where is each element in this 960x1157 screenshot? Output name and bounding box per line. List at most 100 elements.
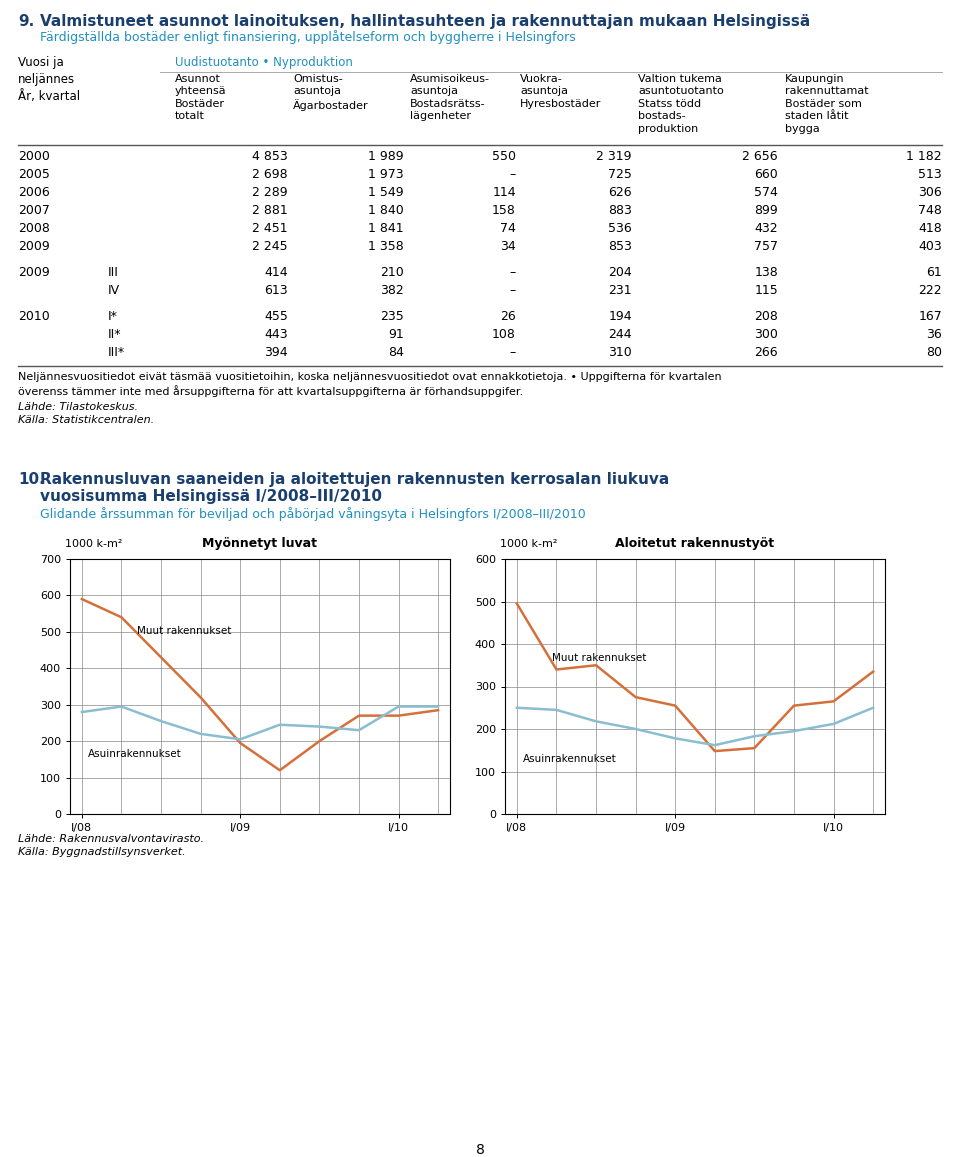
Text: 138: 138 <box>755 266 778 279</box>
Text: 2 881: 2 881 <box>252 204 288 218</box>
Text: 2005: 2005 <box>18 168 50 180</box>
Text: Asuinrakennukset: Asuinrakennukset <box>523 754 616 764</box>
Text: Glidande årssumman för beviljad och påbörjad våningsyta i Helsingfors I/2008–III: Glidande årssumman för beviljad och påbö… <box>40 507 586 521</box>
Text: överenss tämmer inte med årsuppgifterna för att kvartalsuppgifterna är förhandsu: överenss tämmer inte med årsuppgifterna … <box>18 385 523 397</box>
Text: 114: 114 <box>492 186 516 199</box>
Text: Aloitetut rakennustyöt: Aloitetut rakennustyöt <box>615 537 775 550</box>
Text: 513: 513 <box>919 168 942 180</box>
Text: 74: 74 <box>500 222 516 235</box>
Text: Neljännesvuositiedot eivät täsmää vuositietoihin, koska neljännesvuositiedot ova: Neljännesvuositiedot eivät täsmää vuosit… <box>18 373 722 382</box>
Text: 2006: 2006 <box>18 186 50 199</box>
Text: 8: 8 <box>475 1143 485 1157</box>
Text: I*: I* <box>108 310 118 323</box>
Text: 2 698: 2 698 <box>252 168 288 180</box>
Text: Lähde: Tilastokeskus.: Lähde: Tilastokeskus. <box>18 401 138 412</box>
Text: 2009: 2009 <box>18 266 50 279</box>
Text: 550: 550 <box>492 150 516 163</box>
Text: Källa: Byggnadstillsynsverket.: Källa: Byggnadstillsynsverket. <box>18 847 185 857</box>
Text: 2000: 2000 <box>18 150 50 163</box>
Text: 613: 613 <box>264 283 288 297</box>
Text: Färdigställda bostäder enligt finansiering, upplåtelseform och byggherre i Helsi: Färdigställda bostäder enligt finansieri… <box>40 30 576 44</box>
Text: 1 840: 1 840 <box>369 204 404 218</box>
Text: 757: 757 <box>754 239 778 253</box>
Text: 310: 310 <box>609 346 632 359</box>
Text: IV: IV <box>108 283 120 297</box>
Text: 414: 414 <box>264 266 288 279</box>
Text: Vuokra-
asuntoja
Hyresbostäder: Vuokra- asuntoja Hyresbostäder <box>520 74 601 109</box>
Text: Asuinrakennukset: Asuinrakennukset <box>87 749 181 759</box>
Text: Vuosi ja
neljännes
År, kvartal: Vuosi ja neljännes År, kvartal <box>18 56 80 103</box>
Text: Valtion tukema
asuntotuotanto
Statss tödd
bostads-
produktion: Valtion tukema asuntotuotanto Statss töd… <box>638 74 724 133</box>
Text: 394: 394 <box>264 346 288 359</box>
Text: 1 358: 1 358 <box>369 239 404 253</box>
Text: 1000 k-m²: 1000 k-m² <box>500 539 558 550</box>
Text: 2 289: 2 289 <box>252 186 288 199</box>
Text: Asunnot
yhteensä
Bostäder
totalt: Asunnot yhteensä Bostäder totalt <box>175 74 227 121</box>
Text: –: – <box>510 168 516 180</box>
Text: 1 549: 1 549 <box>369 186 404 199</box>
Text: 2009: 2009 <box>18 239 50 253</box>
Text: 883: 883 <box>608 204 632 218</box>
Text: Asumisoikeus-
asuntoja
Bostadsrätss-
lägenheter: Asumisoikeus- asuntoja Bostadsrätss- läg… <box>410 74 490 121</box>
Text: 2 451: 2 451 <box>252 222 288 235</box>
Text: 1000 k-m²: 1000 k-m² <box>65 539 122 550</box>
Text: 222: 222 <box>919 283 942 297</box>
Text: Myönnetyt luvat: Myönnetyt luvat <box>203 537 318 550</box>
Text: 167: 167 <box>919 310 942 323</box>
Text: 1 973: 1 973 <box>369 168 404 180</box>
Text: 1 989: 1 989 <box>369 150 404 163</box>
Text: 244: 244 <box>609 327 632 341</box>
Text: 36: 36 <box>926 327 942 341</box>
Text: 1 182: 1 182 <box>906 150 942 163</box>
Text: Uudistuotanto • Nyproduktion: Uudistuotanto • Nyproduktion <box>175 56 353 69</box>
Text: –: – <box>510 266 516 279</box>
Text: 10.: 10. <box>18 472 45 487</box>
Text: 626: 626 <box>609 186 632 199</box>
Text: Kaupungin
rakennuttamat
Bostäder som
staden låtit
bygga: Kaupungin rakennuttamat Bostäder som sta… <box>785 74 869 133</box>
Text: Omistus-
asuntoja
Ägarbostader: Omistus- asuntoja Ägarbostader <box>293 74 369 111</box>
Text: 4 853: 4 853 <box>252 150 288 163</box>
Text: 2 656: 2 656 <box>742 150 778 163</box>
Text: 266: 266 <box>755 346 778 359</box>
Text: 2 319: 2 319 <box>596 150 632 163</box>
Text: Valmistuneet asunnot lainoituksen, hallintasuhteen ja rakennuttajan mukaan Helsi: Valmistuneet asunnot lainoituksen, halli… <box>40 14 810 29</box>
Text: 158: 158 <box>492 204 516 218</box>
Text: 210: 210 <box>380 266 404 279</box>
Text: vuosisumma Helsingissä I/2008–III/2010: vuosisumma Helsingissä I/2008–III/2010 <box>40 489 382 504</box>
Text: 574: 574 <box>755 186 778 199</box>
Text: 418: 418 <box>919 222 942 235</box>
Text: 300: 300 <box>755 327 778 341</box>
Text: 660: 660 <box>755 168 778 180</box>
Text: 208: 208 <box>755 310 778 323</box>
Text: 432: 432 <box>755 222 778 235</box>
Text: 725: 725 <box>608 168 632 180</box>
Text: Muut rakennukset: Muut rakennukset <box>137 626 231 635</box>
Text: 306: 306 <box>919 186 942 199</box>
Text: Muut rakennukset: Muut rakennukset <box>553 653 647 663</box>
Text: 403: 403 <box>919 239 942 253</box>
Text: 26: 26 <box>500 310 516 323</box>
Text: 536: 536 <box>609 222 632 235</box>
Text: 899: 899 <box>755 204 778 218</box>
Text: 91: 91 <box>388 327 404 341</box>
Text: 382: 382 <box>380 283 404 297</box>
Text: 2 245: 2 245 <box>252 239 288 253</box>
Text: III: III <box>108 266 119 279</box>
Text: III*: III* <box>108 346 125 359</box>
Text: 1 841: 1 841 <box>369 222 404 235</box>
Text: 84: 84 <box>388 346 404 359</box>
Text: 2010: 2010 <box>18 310 50 323</box>
Text: 748: 748 <box>918 204 942 218</box>
Text: 443: 443 <box>264 327 288 341</box>
Text: 34: 34 <box>500 239 516 253</box>
Text: 61: 61 <box>926 266 942 279</box>
Text: 2007: 2007 <box>18 204 50 218</box>
Text: 9.: 9. <box>18 14 35 29</box>
Text: 235: 235 <box>380 310 404 323</box>
Text: Källa: Statistikcentralen.: Källa: Statistikcentralen. <box>18 415 155 425</box>
Text: 2008: 2008 <box>18 222 50 235</box>
Text: II*: II* <box>108 327 122 341</box>
Text: –: – <box>510 346 516 359</box>
Text: Lähde: Rakennusvalvontavirasto.: Lähde: Rakennusvalvontavirasto. <box>18 834 204 843</box>
Text: Rakennusluvan saaneiden ja aloitettujen rakennusten kerrosalan liukuva: Rakennusluvan saaneiden ja aloitettujen … <box>40 472 669 487</box>
